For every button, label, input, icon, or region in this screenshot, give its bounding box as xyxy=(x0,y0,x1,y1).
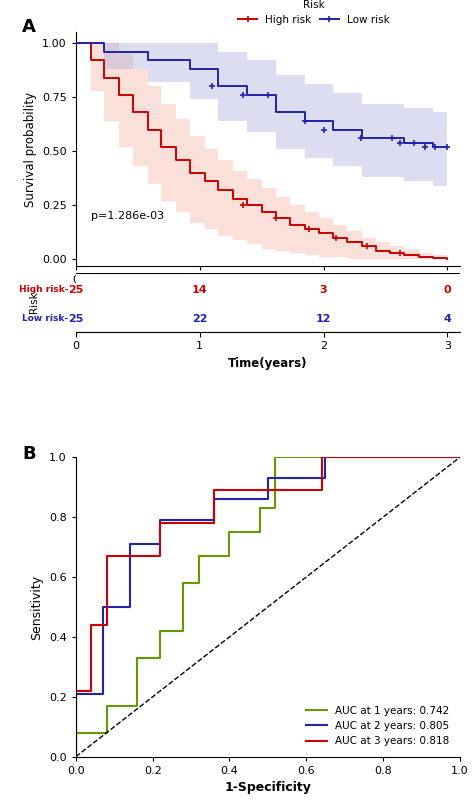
AUC at 1 years: 0.742: (0.6, 1): 0.742: (0.6, 1) xyxy=(303,452,309,462)
AUC at 2 years: 0.805: (0.5, 0.93): 0.805: (0.5, 0.93) xyxy=(265,473,271,483)
AUC at 2 years: 0.805: (0.22, 0.79): 0.805: (0.22, 0.79) xyxy=(157,515,163,525)
AUC at 1 years: 0.742: (0, 0): 0.742: (0, 0) xyxy=(73,752,79,762)
Text: Low risk-: Low risk- xyxy=(22,314,68,324)
AUC at 3 years: 0.818: (0.22, 0.78): 0.818: (0.22, 0.78) xyxy=(157,518,163,528)
Text: 4: 4 xyxy=(444,314,451,324)
Text: A: A xyxy=(22,19,36,36)
AUC at 3 years: 0.818: (0.08, 0.44): 0.818: (0.08, 0.44) xyxy=(104,620,109,630)
AUC at 3 years: 0.818: (0.04, 0.44): 0.818: (0.04, 0.44) xyxy=(88,620,94,630)
Text: High risk-: High risk- xyxy=(18,285,68,294)
AUC at 1 years: 0.742: (0.48, 0.83): 0.742: (0.48, 0.83) xyxy=(257,503,263,513)
Legend: AUC at 1 years: 0.742, AUC at 2 years: 0.805, AUC at 3 years: 0.818: AUC at 1 years: 0.742, AUC at 2 years: 0… xyxy=(301,700,455,752)
AUC at 2 years: 0.805: (0.36, 0.86): 0.805: (0.36, 0.86) xyxy=(211,494,217,504)
AUC at 1 years: 0.742: (0, 0.08): 0.742: (0, 0.08) xyxy=(73,728,79,737)
AUC at 3 years: 0.818: (0, 0.22): 0.818: (0, 0.22) xyxy=(73,686,79,696)
AUC at 1 years: 0.742: (1, 1): 0.742: (1, 1) xyxy=(457,452,463,462)
AUC at 3 years: 0.818: (0.36, 0.89): 0.818: (0.36, 0.89) xyxy=(211,485,217,495)
AUC at 1 years: 0.742: (0.52, 0.83): 0.742: (0.52, 0.83) xyxy=(273,503,278,513)
Legend: High risk, Low risk: High risk, Low risk xyxy=(234,0,394,29)
AUC at 1 years: 0.742: (0.68, 1): 0.742: (0.68, 1) xyxy=(334,452,340,462)
AUC at 1 years: 0.742: (0.32, 0.58): 0.742: (0.32, 0.58) xyxy=(196,578,201,588)
Y-axis label: Sensitivity: Sensitivity xyxy=(30,575,44,639)
AUC at 1 years: 0.742: (0.16, 0.33): 0.742: (0.16, 0.33) xyxy=(135,653,140,663)
X-axis label: Time(years): Time(years) xyxy=(228,291,308,303)
AUC at 2 years: 0.805: (0, 0): 0.805: (0, 0) xyxy=(73,752,79,762)
AUC at 1 years: 0.742: (0.28, 0.42): 0.742: (0.28, 0.42) xyxy=(181,626,186,636)
X-axis label: 1-Specificity: 1-Specificity xyxy=(224,782,311,795)
Text: B: B xyxy=(22,445,36,464)
AUC at 1 years: 0.742: (0.22, 0.42): 0.742: (0.22, 0.42) xyxy=(157,626,163,636)
AUC at 2 years: 0.805: (1, 1): 0.805: (1, 1) xyxy=(457,452,463,462)
AUC at 3 years: 0.818: (0, 0): 0.818: (0, 0) xyxy=(73,752,79,762)
Text: 25: 25 xyxy=(68,314,83,324)
AUC at 3 years: 0.818: (0.72, 1): 0.818: (0.72, 1) xyxy=(349,452,355,462)
Text: 3: 3 xyxy=(320,284,328,295)
Y-axis label: Survival probability: Survival probability xyxy=(24,92,36,207)
Text: 14: 14 xyxy=(192,284,208,295)
AUC at 3 years: 0.818: (0.64, 1): 0.818: (0.64, 1) xyxy=(319,452,324,462)
AUC at 2 years: 0.805: (0.65, 1): 0.805: (0.65, 1) xyxy=(322,452,328,462)
AUC at 1 years: 0.742: (0.4, 0.75): 0.742: (0.4, 0.75) xyxy=(227,527,232,537)
Text: 0: 0 xyxy=(444,284,451,295)
AUC at 3 years: 0.818: (0.14, 0.67): 0.818: (0.14, 0.67) xyxy=(127,551,132,561)
AUC at 2 years: 0.805: (0.36, 0.79): 0.805: (0.36, 0.79) xyxy=(211,515,217,525)
AUC at 3 years: 0.818: (0.36, 0.78): 0.818: (0.36, 0.78) xyxy=(211,518,217,528)
AUC at 2 years: 0.805: (0.22, 0.71): 0.805: (0.22, 0.71) xyxy=(157,539,163,549)
AUC at 2 years: 0.805: (0.07, 0.5): 0.805: (0.07, 0.5) xyxy=(100,602,106,612)
AUC at 1 years: 0.742: (0.16, 0.17): 0.742: (0.16, 0.17) xyxy=(135,701,140,711)
AUC at 3 years: 0.818: (0.5, 0.89): 0.818: (0.5, 0.89) xyxy=(265,485,271,495)
AUC at 3 years: 0.818: (0.04, 0.22): 0.818: (0.04, 0.22) xyxy=(88,686,94,696)
Line: AUC at 3 years: 0.818: AUC at 3 years: 0.818 xyxy=(76,457,460,757)
AUC at 1 years: 0.742: (0.22, 0.33): 0.742: (0.22, 0.33) xyxy=(157,653,163,663)
AUC at 3 years: 0.818: (0.08, 0.67): 0.818: (0.08, 0.67) xyxy=(104,551,109,561)
AUC at 2 years: 0.805: (0, 0.21): 0.805: (0, 0.21) xyxy=(73,689,79,699)
AUC at 2 years: 0.805: (0.5, 0.86): 0.805: (0.5, 0.86) xyxy=(265,494,271,504)
AUC at 3 years: 0.818: (0.64, 0.89): 0.818: (0.64, 0.89) xyxy=(319,485,324,495)
AUC at 3 years: 0.818: (0.72, 1): 0.818: (0.72, 1) xyxy=(349,452,355,462)
AUC at 3 years: 0.818: (0.76, 1): 0.818: (0.76, 1) xyxy=(365,452,371,462)
AUC at 2 years: 0.805: (0.57, 0.93): 0.805: (0.57, 0.93) xyxy=(292,473,298,483)
AUC at 2 years: 0.805: (0.65, 0.93): 0.805: (0.65, 0.93) xyxy=(322,473,328,483)
AUC at 2 years: 0.805: (0.14, 0.71): 0.805: (0.14, 0.71) xyxy=(127,539,132,549)
AUC at 3 years: 0.818: (1, 1): 0.818: (1, 1) xyxy=(457,452,463,462)
AUC at 1 years: 0.742: (0.32, 0.67): 0.742: (0.32, 0.67) xyxy=(196,551,201,561)
AUC at 3 years: 0.818: (0.5, 0.89): 0.818: (0.5, 0.89) xyxy=(265,485,271,495)
Text: 22: 22 xyxy=(192,314,208,324)
X-axis label: Time(years): Time(years) xyxy=(228,357,308,369)
AUC at 1 years: 0.742: (0.08, 0.17): 0.742: (0.08, 0.17) xyxy=(104,701,109,711)
Text: 12: 12 xyxy=(316,314,331,324)
AUC at 3 years: 0.818: (0.14, 0.67): 0.818: (0.14, 0.67) xyxy=(127,551,132,561)
AUC at 1 years: 0.742: (0.08, 0.08): 0.742: (0.08, 0.08) xyxy=(104,728,109,737)
AUC at 1 years: 0.742: (0.4, 0.67): 0.742: (0.4, 0.67) xyxy=(227,551,232,561)
Line: AUC at 2 years: 0.805: AUC at 2 years: 0.805 xyxy=(76,457,460,757)
AUC at 1 years: 0.742: (0.52, 1): 0.742: (0.52, 1) xyxy=(273,452,278,462)
Text: Risk: Risk xyxy=(28,291,38,313)
AUC at 2 years: 0.805: (0.14, 0.5): 0.805: (0.14, 0.5) xyxy=(127,602,132,612)
AUC at 3 years: 0.818: (0.76, 1): 0.818: (0.76, 1) xyxy=(365,452,371,462)
AUC at 2 years: 0.805: (0.72, 1): 0.805: (0.72, 1) xyxy=(349,452,355,462)
AUC at 2 years: 0.805: (0.57, 0.93): 0.805: (0.57, 0.93) xyxy=(292,473,298,483)
AUC at 1 years: 0.742: (0.6, 1): 0.742: (0.6, 1) xyxy=(303,452,309,462)
AUC at 1 years: 0.742: (0.48, 0.75): 0.742: (0.48, 0.75) xyxy=(257,527,263,537)
Text: p=1.286e-03: p=1.286e-03 xyxy=(91,211,164,221)
Text: 25: 25 xyxy=(68,284,83,295)
AUC at 1 years: 0.742: (0.68, 1): 0.742: (0.68, 1) xyxy=(334,452,340,462)
AUC at 1 years: 0.742: (0.28, 0.58): 0.742: (0.28, 0.58) xyxy=(181,578,186,588)
AUC at 2 years: 0.805: (0.72, 1): 0.805: (0.72, 1) xyxy=(349,452,355,462)
AUC at 3 years: 0.818: (0.22, 0.67): 0.818: (0.22, 0.67) xyxy=(157,551,163,561)
AUC at 2 years: 0.805: (0.07, 0.21): 0.805: (0.07, 0.21) xyxy=(100,689,106,699)
Line: AUC at 1 years: 0.742: AUC at 1 years: 0.742 xyxy=(76,457,460,757)
